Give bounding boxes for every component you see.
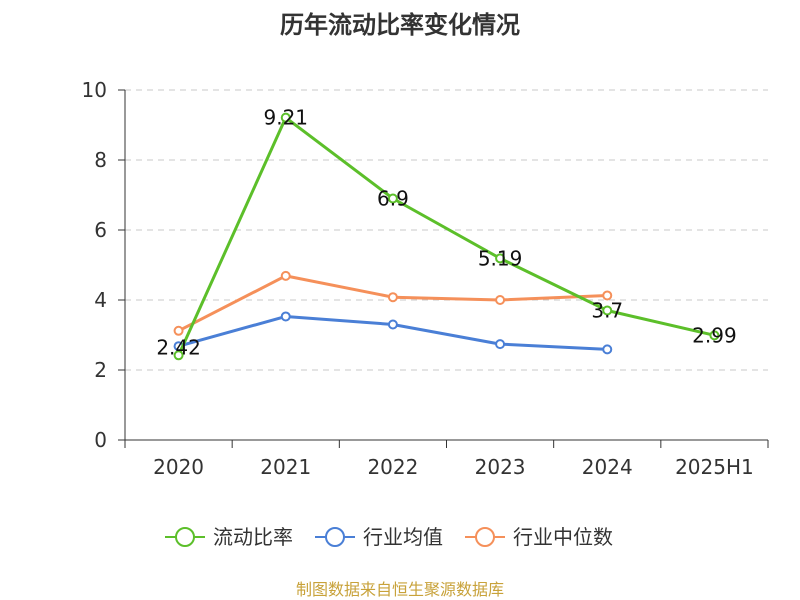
data-point xyxy=(280,270,291,281)
legend-marker xyxy=(175,527,195,547)
data-labels: 2.42 9.21 6.9 5.19 3.7 2.99 xyxy=(156,106,736,360)
x-tick-label: 2025H1 xyxy=(675,455,754,479)
data-label: 9.21 xyxy=(263,106,308,130)
data-point xyxy=(387,319,398,330)
data-point xyxy=(495,253,506,264)
legend: 流动比率 行业均值 行业中位数 xyxy=(165,525,613,549)
series-layer xyxy=(173,112,720,361)
legend-label: 行业中位数 xyxy=(513,525,613,549)
data-label: 3.7 xyxy=(591,299,623,323)
legend-label: 行业均值 xyxy=(363,525,443,549)
data-point xyxy=(602,290,613,301)
data-point xyxy=(387,193,398,204)
source-note: 制图数据来自恒生聚源数据库 xyxy=(296,580,504,599)
data-point xyxy=(495,339,506,350)
data-label: 5.19 xyxy=(478,246,523,270)
y-tick-label: 4 xyxy=(94,288,107,312)
data-point xyxy=(280,311,291,322)
x-tick-label: 2024 xyxy=(582,455,633,479)
series-line xyxy=(177,116,715,356)
legend-marker xyxy=(325,527,345,547)
data-point xyxy=(495,295,506,305)
x-tick-label: 2023 xyxy=(475,455,526,479)
chart-title: 历年流动比率变化情况 xyxy=(280,11,520,39)
data-point xyxy=(173,350,184,361)
y-tick-label: 10 xyxy=(82,78,107,102)
y-tick-label: 2 xyxy=(94,358,107,382)
data-point xyxy=(387,292,398,303)
data-point xyxy=(709,330,720,341)
data-label: 2.99 xyxy=(692,323,737,347)
data-point xyxy=(173,325,184,336)
data-point xyxy=(280,112,291,123)
y-tick-label: 0 xyxy=(94,428,107,452)
axes: 0 2 4 6 8 10 2020 2021 2022 2023 2024 2025H1 xyxy=(82,78,769,479)
legend-label: 流动比率 xyxy=(213,525,293,549)
data-point xyxy=(602,305,613,316)
x-tick-label: 2020 xyxy=(153,455,204,479)
data-label: 6.9 xyxy=(377,187,409,211)
data-label: 2.42 xyxy=(156,335,201,359)
y-tick-label: 6 xyxy=(94,218,107,242)
y-tick-label: 8 xyxy=(94,148,107,172)
x-tick-label: 2022 xyxy=(367,455,418,479)
data-point xyxy=(602,344,613,355)
legend-marker xyxy=(475,527,495,547)
x-tick-label: 2021 xyxy=(260,455,311,479)
